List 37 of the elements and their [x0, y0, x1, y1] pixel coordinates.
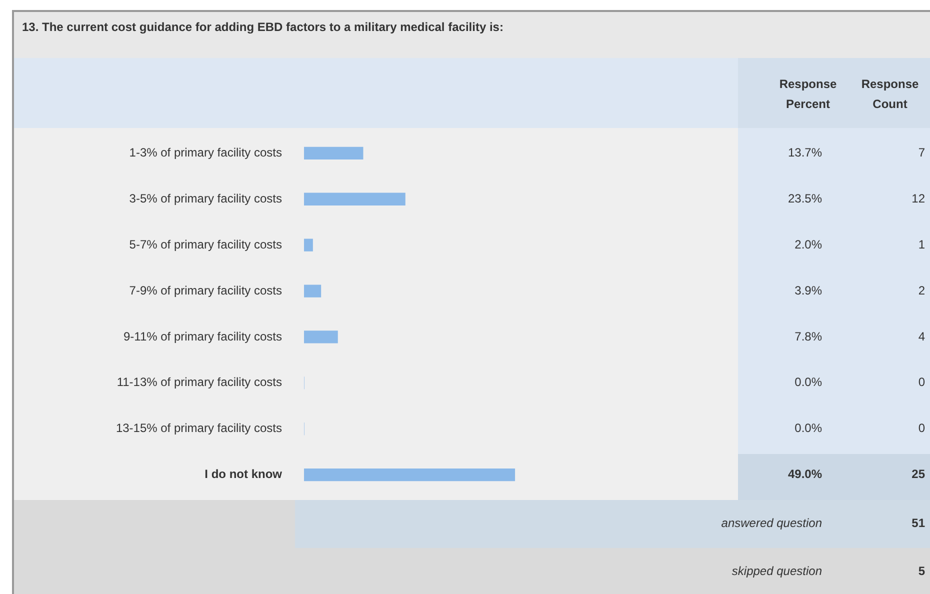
bar: [304, 330, 338, 344]
y-tick-label: I do not know: [204, 467, 283, 482]
text: Response Count: [860, 76, 920, 113]
text: skipped question: [732, 564, 822, 578]
text: 5: [918, 564, 925, 578]
text: 7: [918, 145, 926, 160]
text: 0: [918, 375, 926, 390]
chart-title: 13. The current cost guidance for adding EBD factors to a military medical facility is:: [22, 20, 504, 34]
text: 0: [918, 421, 926, 436]
bar: [304, 468, 516, 482]
text: 1: [918, 237, 926, 252]
text: answered question: [721, 516, 822, 530]
data-label: 49.0%: [788, 467, 822, 482]
data-label: 0.0%: [794, 421, 822, 436]
text: 2: [918, 283, 926, 298]
data-label: 7.8%: [794, 329, 822, 344]
data-label: 2.0%: [794, 237, 822, 252]
text: 25: [912, 467, 926, 482]
y-tick-label: 9-11% of primary facility costs: [124, 329, 282, 344]
text: Response Percent: [778, 76, 838, 113]
text: 4: [918, 329, 926, 344]
text: 51: [912, 516, 925, 530]
bar: [304, 284, 322, 298]
y-tick-label: 7-9% of primary facility costs: [129, 283, 282, 298]
bar: [304, 192, 406, 206]
y-tick-label: 11-13% of primary facility costs: [116, 375, 282, 390]
y-tick-label: 3-5% of primary facility costs: [129, 191, 282, 206]
text: 12: [912, 191, 926, 206]
y-tick-label: 13-15% of primary facility costs: [116, 421, 282, 436]
data-label: 23.5%: [788, 191, 822, 206]
data-label: 13.7%: [788, 145, 822, 160]
data-label: 0.0%: [794, 375, 822, 390]
bar: [304, 238, 313, 252]
data-label: 3.9%: [794, 283, 822, 298]
y-tick-label: 5-7% of primary facility costs: [129, 237, 282, 252]
y-tick-label: 1-3% of primary facility costs: [129, 145, 282, 160]
bar: [304, 146, 364, 160]
